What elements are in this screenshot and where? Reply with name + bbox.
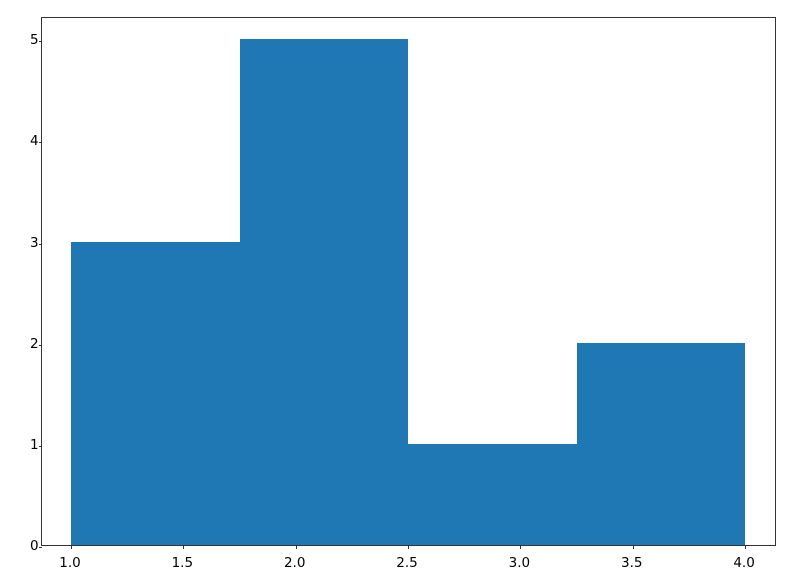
y-tick-mark (38, 344, 42, 346)
bars-container (42, 18, 775, 545)
x-tick-label: 1.5 (171, 555, 194, 571)
y-tick-label: 2 (30, 335, 39, 352)
y-tick-label: 5 (30, 32, 39, 49)
x-tick-label: 3.0 (508, 555, 531, 571)
y-tick-label: 1 (30, 436, 39, 453)
x-tick-label: 2.5 (396, 555, 418, 571)
plot-area (38, 17, 776, 549)
y-tick-label: 3 (30, 234, 39, 251)
x-tick-label: 1.0 (59, 555, 81, 571)
y-tick-mark (38, 243, 42, 245)
x-tick-mark (70, 545, 73, 549)
y-tick-label: 4 (30, 133, 39, 150)
histogram-bar (576, 342, 746, 545)
y-tick-label: 0 (30, 538, 39, 554)
histogram-bar (70, 241, 240, 545)
y-tick-mark (38, 142, 42, 144)
x-tick-label: 4.0 (733, 555, 755, 571)
x-tick-mark (295, 545, 297, 549)
histogram-bar (239, 39, 409, 545)
x-tick-mark (632, 545, 634, 549)
histogram-bar (408, 443, 577, 545)
x-tick-mark (520, 545, 522, 549)
x-tick-label: 3.5 (620, 555, 643, 571)
x-tick-mark (183, 545, 185, 549)
x-tick-label: 2.0 (283, 555, 306, 571)
y-tick-mark (38, 445, 42, 447)
y-tick-mark (38, 41, 42, 43)
x-tick-mark (408, 545, 410, 549)
x-tick-mark (745, 545, 747, 549)
y-tick-mark (38, 547, 42, 549)
